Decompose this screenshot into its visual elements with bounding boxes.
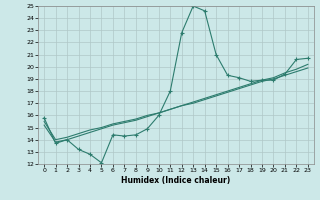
- X-axis label: Humidex (Indice chaleur): Humidex (Indice chaleur): [121, 176, 231, 185]
